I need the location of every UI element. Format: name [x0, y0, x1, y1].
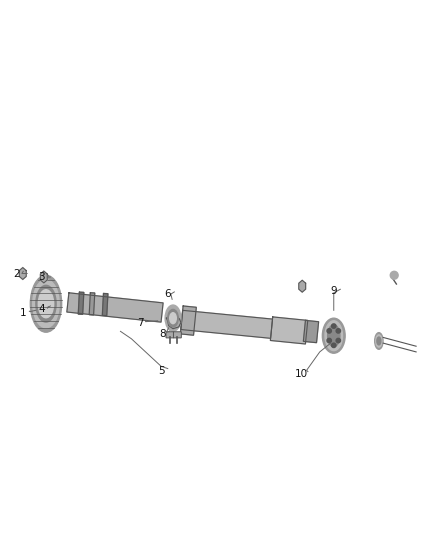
Polygon shape	[19, 268, 26, 279]
Circle shape	[332, 324, 336, 328]
Ellipse shape	[168, 310, 178, 327]
Ellipse shape	[165, 305, 181, 332]
Polygon shape	[40, 271, 47, 283]
Ellipse shape	[376, 335, 382, 347]
Polygon shape	[78, 292, 84, 314]
Polygon shape	[299, 280, 306, 292]
Text: 4: 4	[38, 304, 45, 314]
Ellipse shape	[377, 337, 381, 345]
Text: 6: 6	[164, 289, 171, 299]
Text: 2: 2	[13, 269, 20, 279]
Ellipse shape	[328, 325, 340, 346]
Polygon shape	[270, 317, 308, 344]
Circle shape	[336, 329, 340, 333]
Ellipse shape	[374, 333, 383, 349]
Circle shape	[327, 338, 332, 343]
Polygon shape	[89, 293, 95, 315]
Circle shape	[327, 329, 332, 333]
Ellipse shape	[170, 313, 176, 324]
Ellipse shape	[30, 275, 62, 332]
FancyBboxPatch shape	[173, 332, 181, 338]
Text: 1: 1	[19, 309, 26, 318]
FancyBboxPatch shape	[166, 332, 174, 338]
Text: 5: 5	[158, 366, 165, 376]
Polygon shape	[304, 320, 318, 343]
Ellipse shape	[33, 280, 59, 328]
Text: 8: 8	[159, 328, 166, 338]
Ellipse shape	[390, 271, 398, 279]
Text: 9: 9	[330, 286, 337, 296]
Text: 10: 10	[295, 369, 308, 379]
Ellipse shape	[38, 290, 54, 318]
Text: 7: 7	[137, 318, 144, 328]
Ellipse shape	[322, 318, 345, 353]
Text: 3: 3	[38, 272, 45, 282]
Ellipse shape	[36, 285, 56, 322]
Circle shape	[336, 338, 340, 343]
Polygon shape	[166, 317, 181, 329]
Polygon shape	[67, 293, 163, 322]
Polygon shape	[102, 294, 108, 316]
Ellipse shape	[325, 321, 343, 351]
Polygon shape	[181, 310, 272, 338]
Circle shape	[332, 343, 336, 348]
Polygon shape	[180, 306, 196, 335]
